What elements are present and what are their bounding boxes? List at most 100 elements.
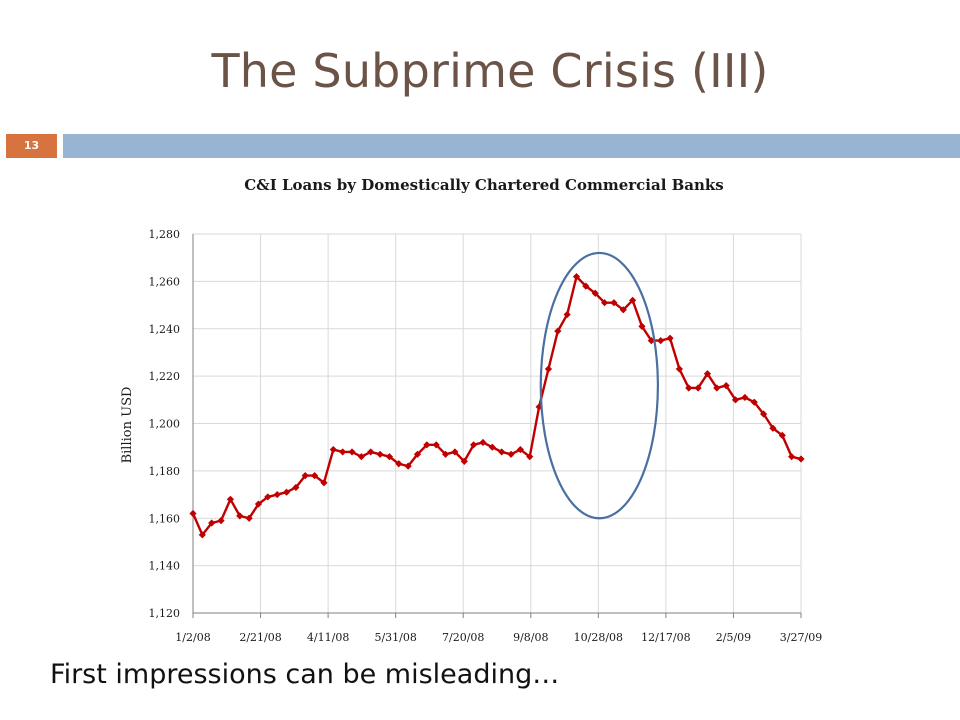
series-line xyxy=(191,275,802,537)
data-point xyxy=(254,500,263,508)
annotation-layer xyxy=(539,251,659,520)
data-point xyxy=(423,441,431,449)
data-point xyxy=(713,384,721,392)
data-point xyxy=(769,424,777,432)
data-point xyxy=(367,448,375,456)
data-point xyxy=(339,448,347,456)
y-axis-ticks: 1,120 1,140 1,160 1,180 1,200 1,220 1,240 1,260… xyxy=(149,228,181,620)
x-axis-ticks: 1/2/08 2/21/08 4/11/08 5/31/08 7/20/08 9/8/08… xyxy=(175,613,822,644)
data-point xyxy=(610,299,618,307)
data-point xyxy=(600,299,609,307)
data-point xyxy=(657,336,665,345)
series-layer xyxy=(189,273,805,539)
data-point xyxy=(301,472,309,480)
x-tick-label: 2/5/09 xyxy=(716,631,751,644)
data-point xyxy=(385,453,394,461)
y-tick-label: 1,180 xyxy=(149,465,181,478)
data-point xyxy=(470,441,478,449)
data-point xyxy=(198,531,206,539)
data-point xyxy=(647,336,655,345)
data-point xyxy=(666,334,674,342)
data-point xyxy=(460,457,468,465)
x-tick-label: 2/21/08 xyxy=(239,631,281,644)
data-point xyxy=(694,384,702,392)
gridlines xyxy=(192,233,802,614)
data-point xyxy=(750,398,758,406)
x-tick-label: 1/2/08 xyxy=(175,631,210,644)
data-point xyxy=(208,519,216,527)
x-tick-label: 7/20/08 xyxy=(442,631,484,644)
data-point xyxy=(329,445,337,454)
x-tick-label: 3/27/09 xyxy=(780,631,822,644)
x-tick-label: 12/17/08 xyxy=(641,631,690,644)
data-point xyxy=(516,445,524,454)
data-point xyxy=(591,289,599,297)
data-point xyxy=(544,365,553,373)
data-point xyxy=(395,460,403,468)
y-axis-label: Billion USD xyxy=(120,387,135,464)
x-tick-label: 4/11/08 xyxy=(307,631,349,644)
x-tick-label: 10/28/08 xyxy=(574,631,623,644)
data-point xyxy=(451,448,459,456)
data-point xyxy=(675,365,683,373)
y-tick-label: 1,120 xyxy=(149,607,181,620)
y-tick-label: 1,140 xyxy=(149,560,181,573)
data-point xyxy=(554,327,562,335)
data-point xyxy=(778,431,786,439)
data-point xyxy=(526,453,534,461)
data-point xyxy=(722,382,730,390)
data-point xyxy=(320,479,328,487)
axes xyxy=(192,234,801,614)
data-point xyxy=(264,493,272,501)
data-point xyxy=(432,441,440,449)
data-point xyxy=(685,384,693,392)
y-tick-label: 1,160 xyxy=(149,512,181,525)
y-tick-label: 1,200 xyxy=(149,418,181,431)
slide-number-badge: 13 xyxy=(6,134,57,158)
data-point xyxy=(226,495,235,503)
data-point xyxy=(498,448,506,456)
slide-caption: First impressions can be misleading… xyxy=(50,659,560,690)
data-point xyxy=(563,310,571,319)
y-tick-label: 1,280 xyxy=(149,228,181,241)
data-point xyxy=(741,393,749,402)
highlight-ellipse xyxy=(539,251,659,520)
x-tick-label: 9/8/08 xyxy=(513,631,548,644)
data-point xyxy=(348,448,356,456)
data-point xyxy=(311,472,319,480)
y-tick-label: 1,240 xyxy=(149,323,181,336)
data-point xyxy=(797,455,805,463)
y-tick-label: 1,220 xyxy=(149,370,181,383)
data-point xyxy=(282,488,291,496)
data-point xyxy=(582,282,590,290)
data-point xyxy=(245,514,253,522)
slide-title: The Subprime Crisis (III) xyxy=(211,44,769,98)
chart-title: C&I Loans by Domestically Chartered Comm… xyxy=(244,176,724,194)
data-point xyxy=(404,462,412,470)
data-point xyxy=(619,306,627,314)
data-point xyxy=(189,509,197,518)
data-point xyxy=(441,450,450,458)
x-tick-label: 5/31/08 xyxy=(374,631,416,644)
data-point xyxy=(357,453,365,461)
data-point xyxy=(759,410,768,418)
data-point xyxy=(273,490,281,499)
data-point xyxy=(629,296,637,304)
data-point xyxy=(413,450,422,458)
data-point xyxy=(479,438,487,447)
data-point xyxy=(376,450,384,458)
data-point xyxy=(488,443,496,451)
data-point xyxy=(703,370,712,378)
data-point xyxy=(507,450,515,458)
accent-bar xyxy=(63,134,960,158)
data-point xyxy=(535,403,543,411)
data-point xyxy=(236,512,244,520)
data-point xyxy=(572,273,581,281)
data-point xyxy=(638,322,646,330)
y-tick-label: 1,260 xyxy=(149,275,181,288)
data-point xyxy=(731,396,740,404)
data-point xyxy=(292,483,300,492)
data-point xyxy=(217,517,225,525)
data-point xyxy=(788,453,796,461)
